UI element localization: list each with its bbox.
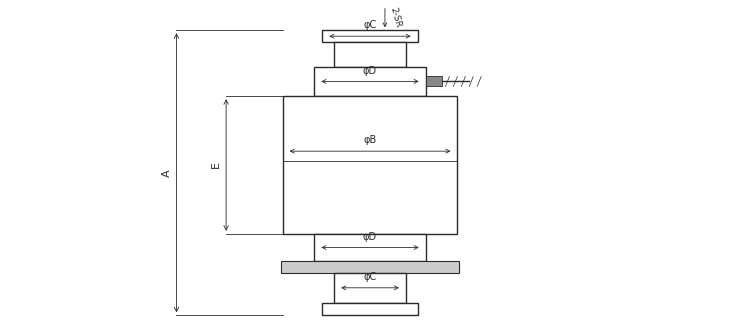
Bar — [314, 67, 425, 96]
Text: φD: φD — [363, 232, 377, 242]
Text: A: A — [161, 169, 172, 177]
Text: 2-SR: 2-SR — [389, 6, 403, 28]
Bar — [425, 77, 442, 86]
Text: φC: φC — [364, 20, 376, 30]
Bar — [280, 261, 459, 273]
Bar — [314, 234, 425, 261]
Text: φC: φC — [364, 272, 376, 282]
Bar — [334, 273, 406, 303]
Bar — [322, 303, 418, 315]
Text: E: E — [211, 162, 221, 168]
Bar — [334, 42, 406, 67]
Text: φD: φD — [363, 66, 377, 76]
Bar — [283, 96, 458, 234]
Text: φB: φB — [364, 135, 376, 145]
Bar — [322, 30, 418, 42]
